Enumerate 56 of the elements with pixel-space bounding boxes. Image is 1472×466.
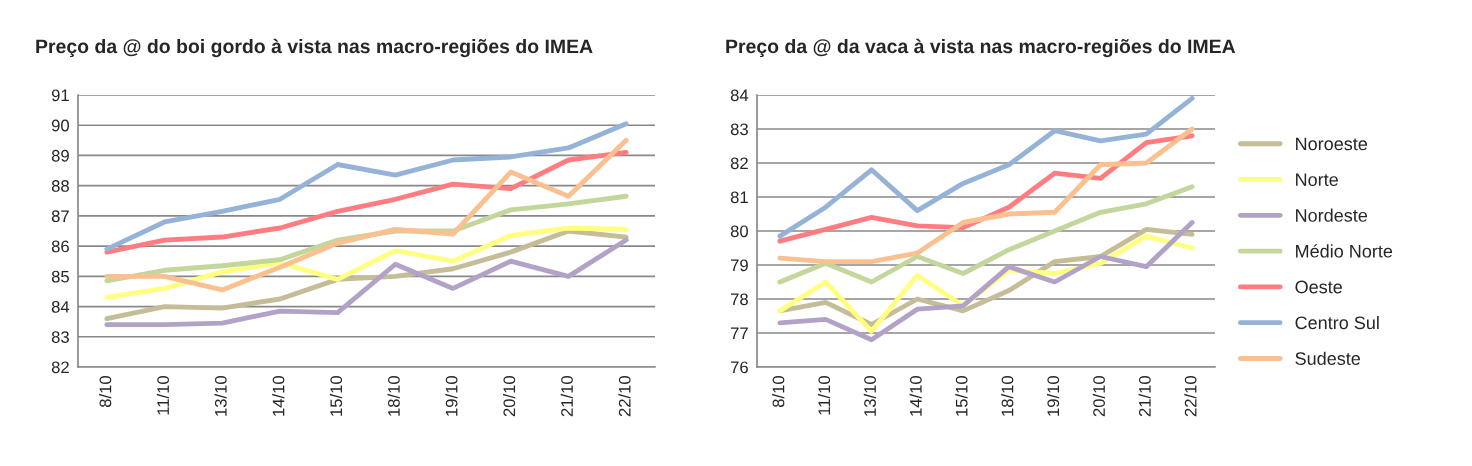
y-tick-label: 90: [51, 119, 70, 132]
x-tick-label: 15/10: [329, 375, 343, 416]
x-tick-label: 11/10: [817, 375, 831, 415]
x-tick-label: 22/10: [1184, 375, 1197, 417]
x-tick-label: 19/10: [445, 375, 458, 416]
y-tick-label: 80: [730, 225, 749, 238]
line-series: [104, 121, 629, 252]
x-tick-label: 8/10: [772, 375, 785, 408]
x-tick-label: 14/10: [909, 375, 922, 416]
legend-label: Oeste: [1295, 280, 1342, 294]
x-tick-label: 11/10: [156, 375, 170, 415]
y-tick-label: 78: [730, 293, 748, 306]
y-tick-label: 86: [51, 240, 69, 253]
y-tick-label: 88: [51, 180, 69, 192]
line-series: [104, 149, 629, 255]
y-tick-label: 83: [51, 331, 69, 343]
y-tick-label: 76: [730, 361, 748, 374]
chart-title: Preço da @ da vaca à vista nas macro-regiões do IMEA: [726, 38, 1236, 58]
x-tick-label: 18/10: [387, 375, 400, 416]
y-tick-label: 84: [730, 89, 749, 102]
y-tick-label: 89: [51, 149, 69, 162]
x-tick-label: 8/10: [99, 375, 112, 408]
x-tick-label: 13/10: [214, 375, 227, 416]
y-tick-label: 81: [730, 191, 748, 204]
x-tick-label: 19/10: [1046, 375, 1060, 416]
x-tick-label: 21/10: [1138, 375, 1151, 417]
y-tick-label: 82: [730, 157, 748, 170]
x-tick-label: 20/10: [1092, 375, 1105, 417]
legend-label: Norte: [1296, 173, 1338, 187]
legend-label: Noroeste: [1296, 137, 1368, 151]
chart-title: Preço da @ do boi gordo à vista nas macro-regiões do IMEA: [36, 38, 593, 58]
y-tick-label: 77: [730, 327, 748, 340]
x-tick-label: 13/10: [863, 375, 876, 416]
y-tick-label: 91: [51, 89, 69, 102]
line-series: [777, 220, 1195, 343]
x-tick-label: 20/10: [502, 375, 516, 417]
x-tick-label: 21/10: [560, 375, 573, 417]
line-series: [777, 126, 1195, 265]
legend-label: Sudeste: [1295, 351, 1361, 365]
y-tick-label: 85: [51, 270, 69, 283]
x-tick-label: 14/10: [272, 375, 285, 416]
legend-label: Centro Sul: [1295, 315, 1379, 330]
legend-label: Nordeste: [1296, 208, 1368, 222]
y-tick-label: 79: [730, 259, 748, 272]
x-tick-label: 18/10: [1001, 375, 1014, 416]
y-tick-label: 87: [51, 210, 69, 223]
line-series: [104, 225, 629, 300]
y-tick-label: 82: [51, 361, 69, 374]
line-series: [777, 95, 1195, 239]
x-tick-label: 15/10: [955, 375, 968, 416]
legend-label: Médio Norte: [1296, 244, 1393, 258]
x-tick-label: 22/10: [618, 375, 631, 417]
line-series: [104, 137, 629, 293]
y-tick-label: 83: [730, 123, 748, 136]
line-series: [777, 184, 1195, 285]
y-tick-label: 84: [51, 300, 70, 313]
